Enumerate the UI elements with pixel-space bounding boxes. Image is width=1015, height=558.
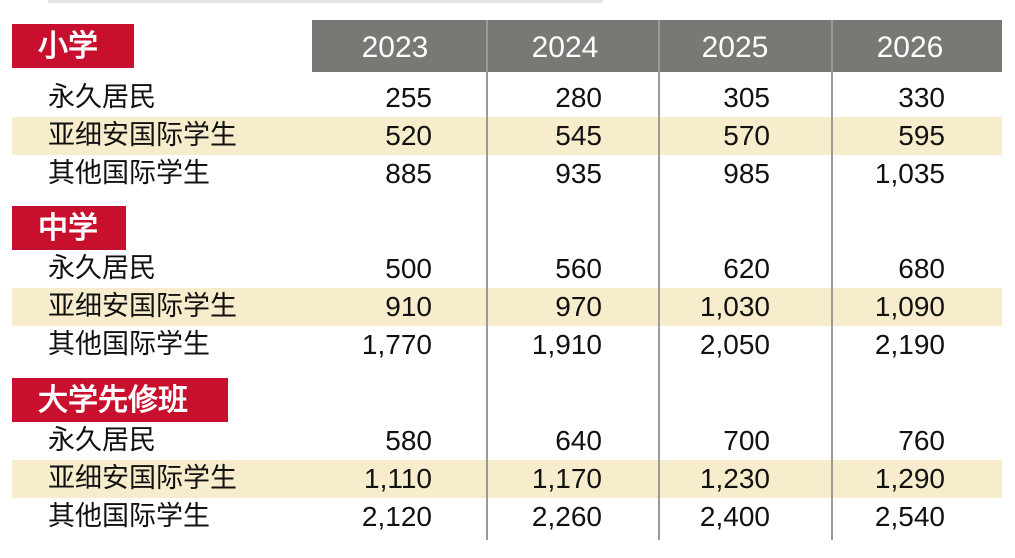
column-separator [486, 20, 488, 540]
table-cell: 680 [898, 253, 945, 284]
table-cell: 570 [723, 120, 770, 151]
year-header-2025: 2025 [701, 31, 769, 64]
table-cell: 305 [723, 82, 770, 113]
table-cell: 2,190 [874, 329, 945, 360]
table-cell: 1,090 [874, 291, 945, 322]
year-header-2023: 2023 [361, 31, 429, 64]
row-label: 永久居民 [48, 425, 156, 456]
table-cell: 255 [385, 82, 432, 113]
column-separator [831, 20, 833, 540]
year-header-bar [312, 20, 1002, 72]
row-label: 永久居民 [48, 253, 156, 284]
table-cell: 700 [723, 425, 770, 456]
table-cell: 1,770 [361, 329, 432, 360]
year-header-2024: 2024 [531, 31, 599, 64]
table-cell: 620 [723, 253, 770, 284]
highlight-band [12, 288, 1002, 326]
table-cell: 560 [555, 253, 602, 284]
column-separator [658, 20, 660, 540]
table-cell: 2,050 [699, 329, 770, 360]
section-tag-pre-university: 大学先修班 [12, 378, 228, 422]
table-cell: 580 [385, 425, 432, 456]
table-cell: 1,170 [531, 463, 602, 494]
table-cell: 2,540 [874, 501, 945, 532]
table-cell: 1,030 [699, 291, 770, 322]
table-cell: 760 [898, 425, 945, 456]
row-label: 亚细安国际学生 [48, 291, 237, 322]
table-cell: 885 [385, 158, 432, 189]
table-cell: 330 [898, 82, 945, 113]
table-cell: 2,400 [699, 501, 770, 532]
table-cell: 595 [898, 120, 945, 151]
table-cell: 935 [555, 158, 602, 189]
table-cell: 500 [385, 253, 432, 284]
top-divider [48, 0, 603, 3]
table-cell: 1,910 [531, 329, 602, 360]
table-cell: 970 [555, 291, 602, 322]
section-tag-primary: 小学 [12, 24, 134, 68]
table-cell: 520 [385, 120, 432, 151]
table-cell: 1,290 [874, 463, 945, 494]
row-label: 永久居民 [48, 82, 156, 113]
table-cell: 2,260 [531, 501, 602, 532]
section-tag-secondary: 中学 [12, 206, 126, 250]
table-cell: 280 [555, 82, 602, 113]
row-label: 亚细安国际学生 [48, 120, 237, 151]
row-label: 其他国际学生 [48, 501, 210, 532]
row-label: 其他国际学生 [48, 329, 210, 360]
table-cell: 545 [555, 120, 602, 151]
highlight-band [12, 117, 1002, 155]
table-cell: 1,110 [364, 463, 432, 494]
row-label: 其他国际学生 [48, 158, 210, 189]
table-cell: 1,230 [699, 463, 770, 494]
table-cell: 910 [385, 291, 432, 322]
table-cell: 640 [555, 425, 602, 456]
highlight-band [12, 460, 1002, 498]
table-cell: 2,120 [361, 501, 432, 532]
table-cell: 985 [723, 158, 770, 189]
year-header-2026: 2026 [876, 31, 944, 64]
table-cell: 1,035 [874, 158, 945, 189]
row-label: 亚细安国际学生 [48, 463, 237, 494]
